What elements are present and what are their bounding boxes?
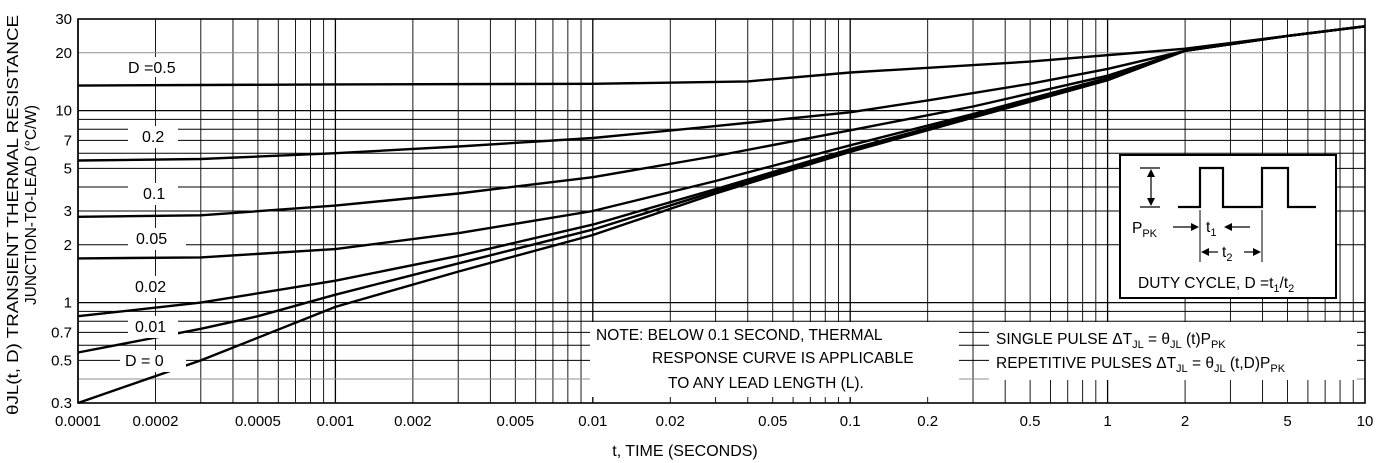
curves xyxy=(77,25,1366,405)
t1-label: t1 xyxy=(1206,219,1216,239)
y-axis-title-line1: θJL(t, D) TRANSIENT THERMAL RESISTANCE xyxy=(5,15,22,415)
t1-label-t: t xyxy=(1206,219,1211,236)
repetitive-sub-pk: PK xyxy=(1270,363,1285,375)
repetitive-sub-jl2: JL xyxy=(1214,363,1226,375)
label-bg-d05 xyxy=(120,57,192,77)
single-pulse-text: SINGLE PULSE ΔT xyxy=(996,331,1133,348)
x-tick-label: 0.002 xyxy=(394,413,432,430)
series-label-d05: D =0.5 xyxy=(128,60,176,77)
y-tick-label: 7 xyxy=(64,132,72,149)
x-tick-label: 0.5 xyxy=(1020,413,1041,430)
t2-label-t: t xyxy=(1222,244,1227,261)
pulse-waveform xyxy=(1178,166,1316,209)
label-bg-d001 xyxy=(128,316,178,338)
series-label-d02: 0.2 xyxy=(142,129,164,146)
note-background xyxy=(590,322,959,397)
ppk-label: PPK xyxy=(1132,220,1158,240)
x-axis-title: t, TIME (SECONDS) xyxy=(612,443,758,460)
note-box: NOTE: BELOW 0.1 SECOND, THERMAL RESPONSE… xyxy=(590,322,959,397)
x-tick-label: 0.01 xyxy=(578,413,607,430)
label-bg-d0 xyxy=(120,350,186,372)
x-tick-label: 0.001 xyxy=(317,413,355,430)
x-tick-label: 0.1 xyxy=(840,413,861,430)
x-tick-label: 0.0002 xyxy=(133,413,179,430)
label-bg-d02 xyxy=(128,126,178,148)
single-pulse-sub-pk: PK xyxy=(1211,339,1226,351)
y-tick-label: 30 xyxy=(55,11,72,28)
ppk-label-sub: PK xyxy=(1142,228,1157,240)
x-tick-label: 1 xyxy=(1103,413,1111,430)
note-line1: NOTE: BELOW 0.1 SECOND, THERMAL xyxy=(596,327,883,344)
duty-cycle-label: DUTY CYCLE, D =t1/t2 xyxy=(1138,275,1294,295)
t1-arrowhead-right xyxy=(1224,223,1232,231)
x-tick-label: 0.02 xyxy=(656,413,685,430)
y-tick-label: 10 xyxy=(55,103,72,120)
single-pulse-sub-jl2: JL xyxy=(1170,339,1182,351)
ppk-arrowhead-down xyxy=(1147,198,1155,206)
ppk-arrowhead-up xyxy=(1147,169,1155,177)
x-tick-label: 10 xyxy=(1357,413,1374,430)
t1-arrowhead-left xyxy=(1191,223,1199,231)
duty-slash: /t xyxy=(1280,275,1289,292)
label-bg-d005 xyxy=(128,228,186,250)
series-label-d001: 0.01 xyxy=(135,319,166,336)
t2-arrowhead-right xyxy=(1253,248,1261,256)
repetitive-end: (t,D)P xyxy=(1226,355,1271,372)
series-labels: D =0.5 0.2 0.1 0.05 0.02 0.01 D = 0 xyxy=(120,57,192,372)
ppk-label-p: P xyxy=(1132,220,1142,237)
repetitive-pulse-equation: REPETITIVE PULSES ΔTJL = θJL (t,D)PPK xyxy=(996,355,1286,375)
y-axis-title-line2: JUNCTION-TO-LEAD (°C/W) xyxy=(23,105,40,305)
t1-label-sub: 1 xyxy=(1210,227,1216,239)
equations-box: SINGLE PULSE ΔTJL = θJL (t)PPK REPETITIV… xyxy=(989,322,1357,380)
series-label-d01: 0.1 xyxy=(143,186,165,203)
y-tick-label: 1 xyxy=(64,295,72,312)
x-tick-label: 0.0001 xyxy=(55,413,101,430)
t2-label-sub: 2 xyxy=(1226,252,1232,264)
equations-background xyxy=(989,322,1357,380)
y-tick-label: 2 xyxy=(64,237,72,254)
x-tick-label: 2 xyxy=(1181,413,1189,430)
note-line2: RESPONSE CURVE IS APPLICABLE xyxy=(652,350,914,367)
plot-frame xyxy=(77,18,1366,404)
single-pulse-sub-jl: JL xyxy=(1132,339,1144,351)
note-line3: TO ANY LEAD LENGTH (L). xyxy=(668,375,864,392)
series-label-d002: 0.02 xyxy=(135,279,166,296)
label-bg-d002 xyxy=(128,276,178,298)
repetitive-sub-jl: JL xyxy=(1176,363,1188,375)
series-line-6 xyxy=(77,25,1366,405)
y-tick-label: 5 xyxy=(64,160,72,177)
series-label-d005: 0.05 xyxy=(136,231,167,248)
duty-text: DUTY CYCLE, D =t xyxy=(1138,275,1274,292)
x-tick-label: 0.005 xyxy=(497,413,535,430)
y-tick-label: 0.3 xyxy=(51,395,72,412)
repetitive-text: REPETITIVE PULSES ΔT xyxy=(996,355,1177,372)
x-tick-label: 0.05 xyxy=(758,413,787,430)
single-pulse-equation: SINGLE PULSE ΔTJL = θJL (t)PPK xyxy=(996,331,1226,351)
duty-cycle-inset: PPK t1 t2 DUTY CYCLE, D =t1/t2 xyxy=(1119,154,1337,299)
repetitive-eq: = θ xyxy=(1188,355,1214,372)
x-tick-label: 5 xyxy=(1283,413,1291,430)
y-tick-label: 0.7 xyxy=(51,324,72,341)
x-tick-label: 0.2 xyxy=(917,413,938,430)
duty-sub2: 2 xyxy=(1288,283,1294,295)
y-axis-title: θJL(t, D) TRANSIENT THERMAL RESISTANCE J… xyxy=(5,15,40,415)
single-pulse-end: (t)P xyxy=(1182,331,1211,348)
duty-sub1: 1 xyxy=(1273,283,1279,295)
t2-arrowhead-left xyxy=(1201,248,1209,256)
t2-label: t2 xyxy=(1222,244,1232,264)
x-tick-labels: 0.0001 0.0002 0.0005 0.001 0.002 0.005 0.01 0.0… xyxy=(55,413,1373,430)
x-tick-label: 0.0005 xyxy=(235,413,281,430)
single-pulse-eq: = θ xyxy=(1144,331,1170,348)
y-tick-label: 20 xyxy=(55,45,72,62)
y-tick-label: 0.5 xyxy=(51,352,72,369)
series-label-d0: D = 0 xyxy=(125,353,164,370)
label-bg-d01 xyxy=(128,183,178,205)
y-tick-labels: 0.3 0.5 0.7 1 2 3 5 7 10 20 30 xyxy=(51,11,72,412)
y-tick-label: 3 xyxy=(64,203,72,220)
